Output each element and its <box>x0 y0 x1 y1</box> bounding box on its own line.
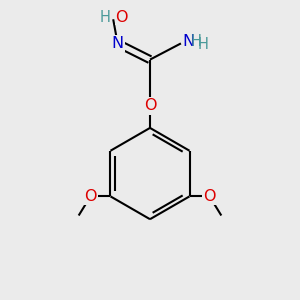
Text: N: N <box>112 36 124 51</box>
Text: O: O <box>84 189 97 204</box>
Text: O: O <box>203 189 216 204</box>
Text: H: H <box>191 34 202 50</box>
Text: O: O <box>144 98 156 113</box>
Text: H: H <box>198 38 209 52</box>
Text: H: H <box>99 10 110 25</box>
Text: O: O <box>115 10 127 25</box>
Text: N: N <box>182 34 194 50</box>
